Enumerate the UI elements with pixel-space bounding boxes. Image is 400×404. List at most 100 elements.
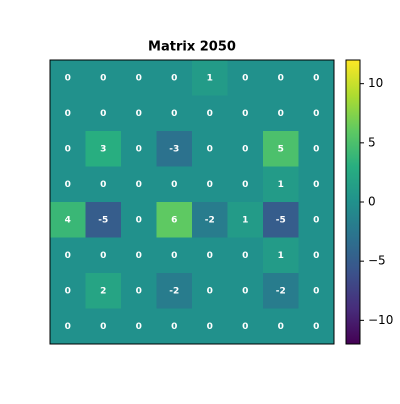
cell-label: 0 (136, 144, 142, 154)
cell (298, 202, 335, 238)
cell (156, 273, 193, 309)
cell (298, 166, 335, 203)
cell (156, 202, 193, 238)
cell (121, 202, 157, 238)
cell-label: 0 (136, 322, 142, 332)
cell-label: 0 (207, 286, 213, 296)
cell (263, 131, 299, 167)
cell-label: 0 (136, 251, 142, 261)
cell-label: 0 (313, 215, 319, 225)
cell (156, 237, 193, 274)
cell (85, 308, 122, 345)
cell-label: 0 (136, 215, 142, 225)
cell (227, 308, 264, 345)
cell (50, 237, 86, 274)
cell-label: 0 (136, 180, 142, 190)
cell-label: 1 (278, 251, 284, 261)
cell (192, 308, 228, 345)
cell (192, 95, 228, 132)
cell-label: 0 (171, 322, 177, 332)
cell (263, 237, 299, 274)
cell (85, 166, 122, 203)
colorbar-tick-label: 5 (368, 135, 376, 149)
cell-label: 0 (278, 109, 284, 119)
cell-label: 0 (207, 180, 213, 190)
cell (156, 308, 193, 345)
cell (121, 166, 157, 203)
cell-label: 0 (313, 144, 319, 154)
cell (192, 202, 228, 238)
cell-label: 0 (242, 144, 248, 154)
cell (227, 166, 264, 203)
cell-label: 0 (242, 109, 248, 119)
cell (121, 131, 157, 167)
cell-label: 5 (278, 144, 284, 154)
cell-label: 0 (136, 73, 142, 83)
cell (156, 166, 193, 203)
colorbar-tick-label: −10 (368, 313, 393, 327)
cell (85, 95, 122, 132)
cell (50, 131, 86, 167)
cell (298, 273, 335, 309)
cell (50, 308, 86, 345)
cell-label: 0 (242, 251, 248, 261)
cell (227, 131, 264, 167)
cell (85, 60, 122, 96)
cell-label: 0 (100, 73, 106, 83)
colorbar-tick-label: −5 (368, 254, 386, 268)
cell-label: 0 (100, 109, 106, 119)
cell-label: 0 (100, 251, 106, 261)
cell (85, 202, 122, 238)
cell (85, 237, 122, 274)
cell-label: -5 (276, 215, 286, 225)
cell (298, 60, 335, 96)
chart-title: Matrix 2050 (148, 40, 236, 55)
cell (263, 95, 299, 132)
cell-label: 0 (171, 73, 177, 83)
cell-label: 0 (242, 286, 248, 296)
colorbar-tick-label: 10 (368, 76, 383, 90)
cell (298, 95, 335, 132)
cell-label: -2 (169, 286, 179, 296)
colorbar (345, 59, 361, 345)
cell (121, 237, 157, 274)
cell-label: 0 (65, 180, 71, 190)
cell-label: 0 (207, 322, 213, 332)
cell (227, 237, 264, 274)
cell-label: -5 (98, 215, 108, 225)
cell-label: 0 (207, 144, 213, 154)
cell-label: 2 (100, 286, 106, 296)
cell (227, 202, 264, 238)
colorbar-tick-label: 0 (368, 195, 376, 209)
cell (298, 131, 335, 167)
cell-label: 6 (171, 215, 177, 225)
cell-label: 0 (313, 73, 319, 83)
cell (50, 273, 86, 309)
cell (192, 166, 228, 203)
cell-label: 0 (65, 322, 71, 332)
cell-label: 0 (313, 286, 319, 296)
cell (298, 308, 335, 345)
cell-label: 0 (171, 109, 177, 119)
cell-label: 0 (65, 73, 71, 83)
cell (263, 202, 299, 238)
cell-label: 0 (65, 109, 71, 119)
cell-label: 0 (65, 286, 71, 296)
cell (85, 273, 122, 309)
cell-label: -2 (205, 215, 215, 225)
cell-label: 0 (207, 251, 213, 261)
cell-label: 0 (313, 109, 319, 119)
cell-label: 1 (242, 215, 248, 225)
cell (156, 60, 193, 96)
cell (263, 308, 299, 345)
cell (50, 95, 86, 132)
cell (192, 273, 228, 309)
cell-label: 0 (136, 286, 142, 296)
cell-label: -2 (276, 286, 286, 296)
cell-label: 4 (65, 215, 71, 225)
cell (263, 60, 299, 96)
cell (227, 60, 264, 96)
cell (192, 131, 228, 167)
cell (85, 131, 122, 167)
